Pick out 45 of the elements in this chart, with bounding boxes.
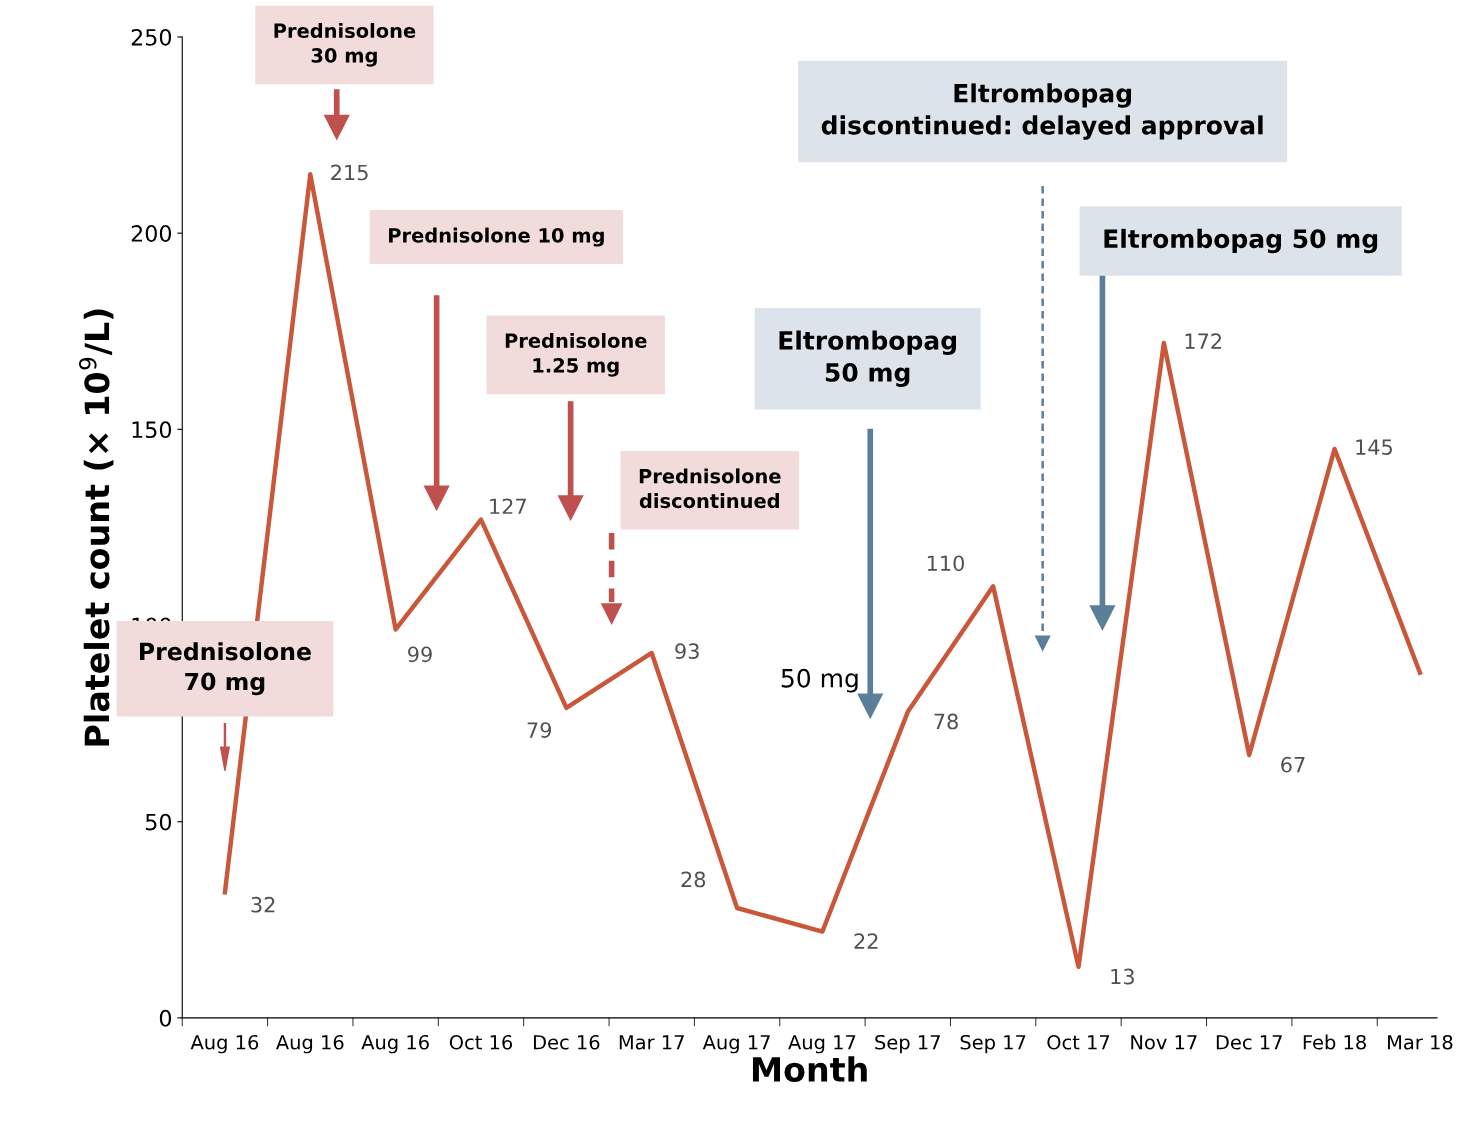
x-tick-label: Mar 18	[1388, 1034, 1453, 1050]
x-tick-label: Aug 17	[788, 1035, 856, 1054]
x-tick-label: Aug 16	[361, 1034, 429, 1054]
annotation: Prednisolone 70 mg	[140, 642, 311, 696]
y-axis-title: Platelet count (× 10$^{9}$/L)	[78, 309, 114, 746]
x-tick-label: Feb 18	[1303, 1034, 1366, 1050]
annotation: Eltrombopag 50 mg	[1104, 228, 1378, 254]
x-tick-label: Aug 16	[190, 1034, 259, 1054]
y-tick-label: 50	[145, 813, 172, 831]
annotation: Prednisolone discontinued	[639, 468, 781, 509]
data-label: 32	[251, 896, 275, 913]
data-label: 172	[1185, 333, 1221, 349]
x-tick-label: Aug 16	[275, 1034, 344, 1054]
y-tick-label: 0	[159, 1009, 172, 1027]
x-tick-label: Mar 17	[619, 1035, 684, 1050]
x-tick-label: Sep 17	[960, 1034, 1026, 1054]
x-tick-label: Dec 16	[533, 1034, 600, 1050]
data-label: 215	[331, 164, 368, 181]
data-label: 13	[1111, 968, 1134, 985]
x-tick-label: Oct 17	[1047, 1034, 1110, 1050]
data-label: 145	[1356, 439, 1392, 456]
x-tick-label: Oct 16	[449, 1034, 513, 1050]
x-tick-label: Sep 17	[875, 1034, 940, 1054]
x-tick-label: Nov 17	[1131, 1035, 1197, 1050]
y-tick-label: 150	[132, 421, 172, 439]
data-label: 67	[1281, 756, 1305, 773]
annotation: Prednisolone 10 mg	[389, 227, 604, 247]
data-label: 127	[490, 498, 526, 514]
y-tick-label: 250	[131, 28, 172, 46]
annotation: Prednisolone 1.25 mg	[505, 332, 647, 377]
data-label: 93	[675, 643, 699, 660]
data-label: 28	[681, 871, 706, 888]
x-tick-label: Aug 17	[702, 1035, 770, 1054]
y-tick-label: 200	[131, 225, 172, 242]
x-axis-title: Month	[752, 1056, 867, 1082]
annotation: Eltrombopag discontinued: delayed approval	[821, 83, 1263, 140]
data-label: 79	[527, 722, 551, 738]
data-label: 110	[927, 555, 964, 572]
data-label: 78	[934, 713, 958, 730]
data-label: 22	[854, 933, 878, 949]
data-label: 99	[408, 646, 432, 663]
x-tick-label: Dec 17	[1216, 1035, 1282, 1050]
annotation: Prednisolone 30 mg	[274, 22, 416, 67]
annotation: Eltrombopag 50 mg	[779, 330, 957, 387]
annotation: 50 mg	[781, 668, 858, 693]
